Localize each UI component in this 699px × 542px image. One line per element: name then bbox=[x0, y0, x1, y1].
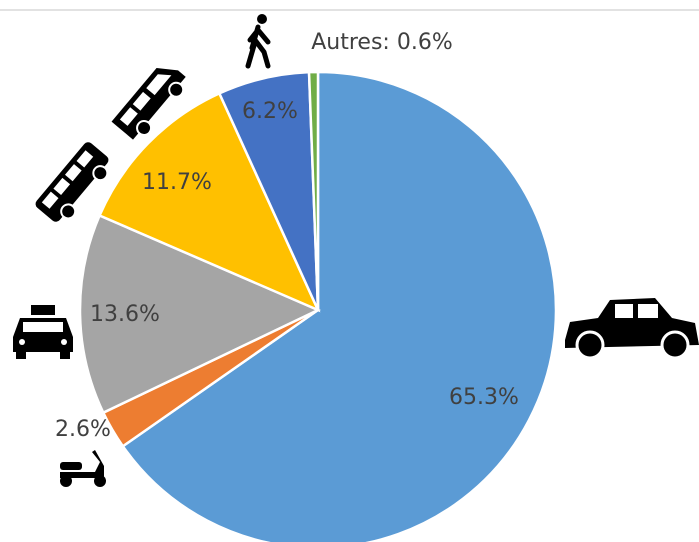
bus-icon bbox=[35, 142, 109, 222]
data-label: 11.7% bbox=[142, 170, 212, 195]
pie-slice bbox=[97, 91, 321, 313]
van-icon bbox=[111, 68, 186, 140]
walker-icon bbox=[245, 14, 271, 69]
pie-slice bbox=[121, 70, 558, 542]
car-icon bbox=[565, 298, 699, 360]
data-label: 6.2% bbox=[242, 99, 298, 124]
data-label: 2.6% bbox=[55, 417, 111, 442]
pie bbox=[78, 70, 558, 542]
pie-slice bbox=[307, 70, 320, 311]
taxi-icon bbox=[13, 305, 73, 359]
data-label: 13.6% bbox=[90, 302, 160, 327]
data-label: 65.3% bbox=[449, 385, 519, 410]
pie-slice bbox=[78, 213, 322, 415]
data-label: Autres: 0.6% bbox=[311, 30, 452, 55]
scooter-icon bbox=[60, 450, 106, 487]
